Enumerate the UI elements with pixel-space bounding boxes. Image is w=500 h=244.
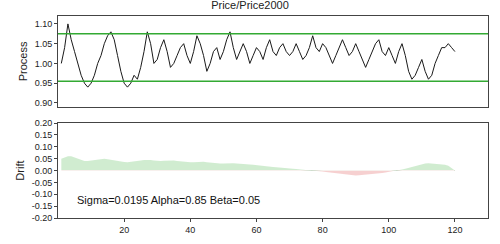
svg-text:Process: Process: [17, 41, 29, 81]
svg-text:-0.05: -0.05: [32, 178, 53, 188]
svg-text:1.00: 1.00: [35, 59, 53, 69]
svg-text:-0.15: -0.15: [32, 201, 53, 211]
svg-text:-0.20: -0.20: [32, 213, 53, 223]
svg-text:0.10: 0.10: [35, 142, 53, 152]
svg-text:0.20: 0.20: [35, 118, 53, 128]
svg-text:Drift: Drift: [14, 160, 26, 180]
svg-text:0.95: 0.95: [35, 78, 53, 88]
svg-text:0.05: 0.05: [35, 154, 53, 164]
svg-text:Sigma=0.0195 Alpha=0.85 Beta=0: Sigma=0.0195 Alpha=0.85 Beta=0.05: [77, 194, 260, 206]
svg-text:100: 100: [381, 225, 396, 235]
svg-text:20: 20: [119, 225, 129, 235]
svg-text:1.10: 1.10: [35, 19, 53, 29]
svg-text:1.05: 1.05: [35, 39, 53, 49]
svg-text:60: 60: [251, 225, 261, 235]
svg-text:80: 80: [318, 225, 328, 235]
svg-text:40: 40: [185, 225, 195, 235]
svg-text:Price/Price2000: Price/Price2000: [211, 0, 289, 11]
svg-text:120: 120: [447, 225, 462, 235]
svg-text:-0.10: -0.10: [32, 189, 53, 199]
svg-text:0.00: 0.00: [35, 166, 53, 176]
svg-text:0.15: 0.15: [35, 130, 53, 140]
svg-text:0.90: 0.90: [35, 98, 53, 108]
